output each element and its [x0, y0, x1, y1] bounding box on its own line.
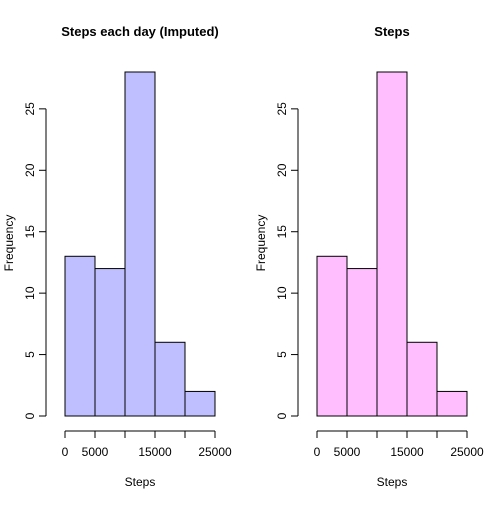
y-tick-label: 20: [23, 163, 37, 177]
histogram-bar: [316, 255, 348, 417]
y-tick-label: 5: [275, 351, 289, 358]
y-tick-label: 25: [275, 102, 289, 116]
histogram-bar: [406, 341, 438, 417]
x-tick-label: 25000: [450, 445, 484, 459]
y-tick-label: 15: [275, 225, 289, 239]
histogram-panel-steps: Steps Steps Frequency 0 5000 15000 25000 0 5…: [254, 24, 484, 489]
histogram-bar: [64, 255, 96, 417]
x-tick-label: 0: [314, 445, 321, 459]
y-axis-label: Frequency: [254, 215, 268, 272]
x-tick-label: 5000: [334, 445, 361, 459]
histogram-bar: [436, 390, 468, 417]
x-tick-label: 5000: [82, 445, 109, 459]
y-tick-label: 5: [23, 351, 37, 358]
histogram-panel-imputed: Steps each day (Imputed) Steps Frequency…: [2, 24, 232, 489]
chart-title: Steps each day (Imputed): [61, 24, 218, 39]
y-tick-label: 10: [23, 286, 37, 300]
x-axis-label: Steps: [125, 475, 156, 489]
histogram-bar: [376, 71, 408, 417]
x-tick-label: 0: [62, 445, 69, 459]
y-tick-label: 25: [23, 102, 37, 116]
histogram-bar: [346, 268, 378, 417]
y-tick-label: 20: [275, 163, 289, 177]
histogram-bar: [154, 341, 186, 417]
y-tick-label: 0: [23, 412, 37, 419]
x-tick-label: 15000: [138, 445, 172, 459]
histogram-bar: [184, 390, 216, 417]
y-tick-label: 10: [275, 286, 289, 300]
x-axis-label: Steps: [377, 475, 408, 489]
chart-title: Steps: [374, 24, 409, 39]
y-axis-label: Frequency: [2, 215, 16, 272]
x-tick-label: 15000: [390, 445, 424, 459]
histogram-bar: [124, 71, 156, 417]
histogram-bar: [94, 268, 126, 417]
y-tick-label: 15: [23, 225, 37, 239]
x-tick-label: 25000: [198, 445, 232, 459]
y-tick-label: 0: [275, 412, 289, 419]
